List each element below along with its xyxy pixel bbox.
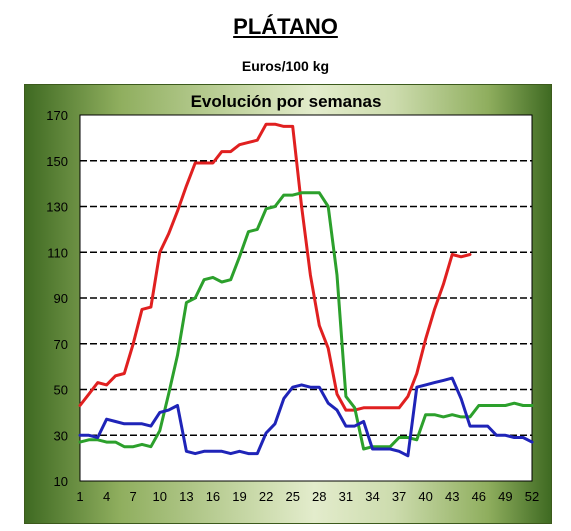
x-tick-label: 19: [232, 489, 246, 504]
y-tick-label: 70: [54, 337, 68, 352]
x-tick-label: 40: [418, 489, 432, 504]
page-subtitle: Euros/100 kg: [241, 58, 330, 74]
x-tick-label: 10: [153, 489, 167, 504]
y-tick-label: 150: [46, 154, 68, 169]
y-tick-label: 10: [54, 474, 68, 489]
x-tick-label: 16: [206, 489, 220, 504]
x-tick-label: 25: [285, 489, 299, 504]
x-tick-label: 7: [130, 489, 137, 504]
y-tick-label: 30: [54, 428, 68, 443]
x-tick-label: 37: [392, 489, 406, 504]
y-tick-label: 170: [46, 108, 68, 123]
chart-title: Evolución por semanas: [191, 92, 382, 111]
x-tick-label: 52: [525, 489, 539, 504]
y-tick-label: 110: [47, 245, 68, 260]
x-tick-label: 34: [365, 489, 379, 504]
page-title: PLÁTANO: [233, 14, 338, 39]
x-tick-label: 4: [103, 489, 110, 504]
series-line-3: [78, 376, 534, 458]
y-tick-label: 130: [46, 200, 68, 215]
x-tick-label: 49: [498, 489, 512, 504]
x-tick-label: 31: [339, 489, 353, 504]
x-tick-label: 1: [76, 489, 83, 504]
x-tick-label: 28: [312, 489, 326, 504]
y-tick-label: 50: [54, 383, 68, 398]
series-line-2: [78, 191, 534, 451]
x-tick-label: 46: [472, 489, 486, 504]
x-tick-label: 13: [179, 489, 193, 504]
x-tick-label: 22: [259, 489, 273, 504]
series-line-1: [78, 122, 472, 412]
y-tick-label: 90: [54, 291, 68, 306]
x-tick-label: 43: [445, 489, 459, 504]
